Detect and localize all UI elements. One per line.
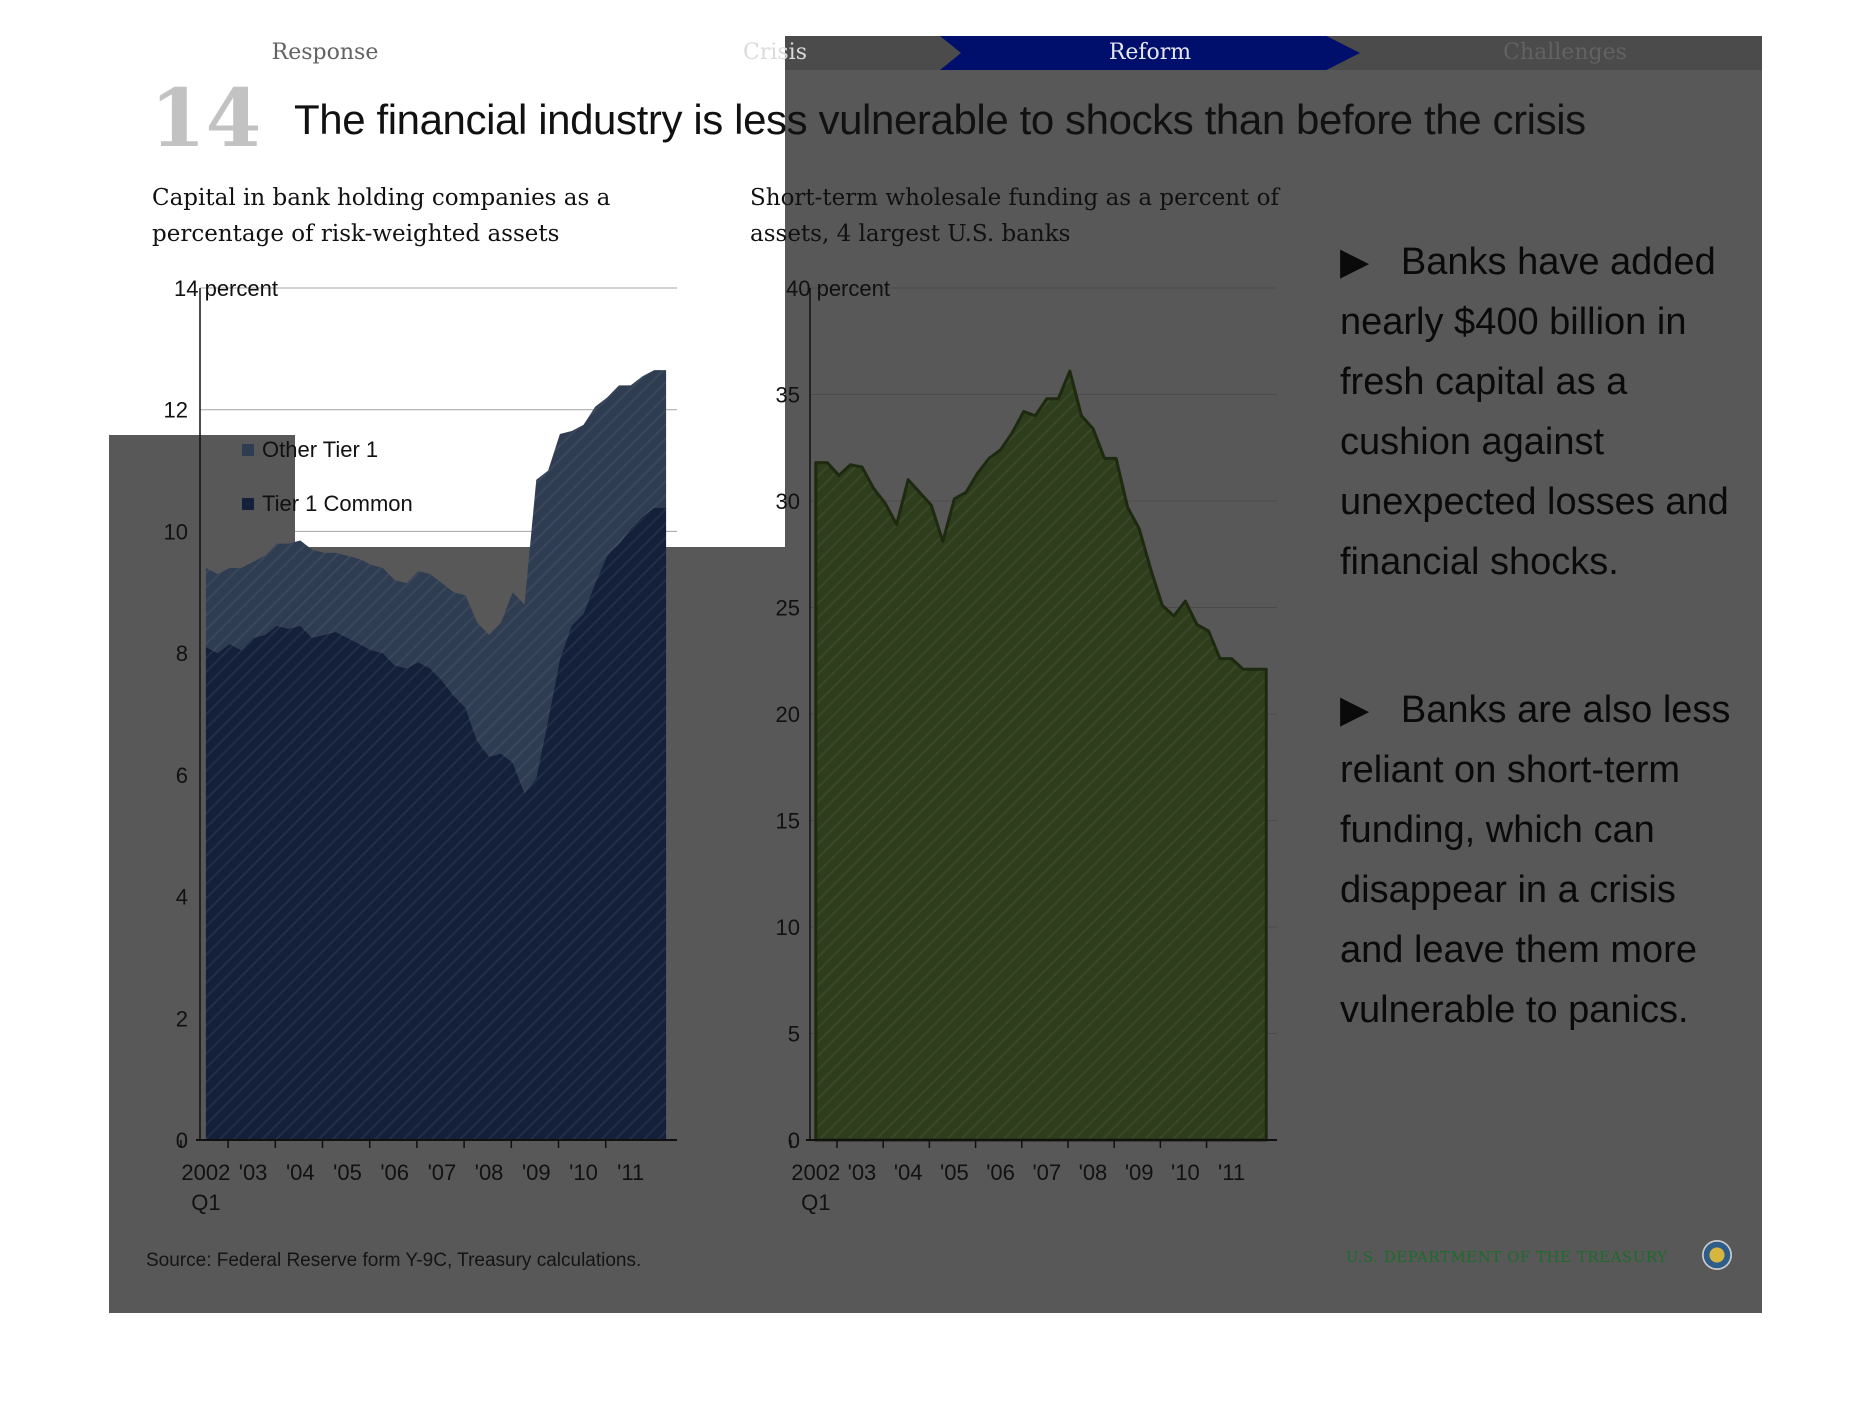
y-tick-label: 10 <box>164 519 188 544</box>
area-series-wholesale-funding <box>814 369 1268 1142</box>
y-tick-label: 12 <box>164 398 188 423</box>
area-series-other-tier-1 <box>205 370 667 794</box>
nav-tab-crisis[interactable]: Crisis <box>742 40 807 65</box>
y-tick-label: 6 <box>176 763 188 788</box>
x-tick-label: '06 <box>380 1160 409 1185</box>
nav-tab-challenges[interactable]: Challenges <box>1503 40 1627 65</box>
legend-label: Tier 1 Common <box>262 491 413 516</box>
y-tick-label: 40 percent <box>786 276 890 301</box>
x-tick-label: '07 <box>428 1160 457 1185</box>
nav-tab-response[interactable]: Response <box>271 40 379 65</box>
y-tick-label: 10 <box>776 915 800 940</box>
x-tick-label: '05 <box>333 1160 362 1185</box>
source-note: Source: Federal Reserve form Y-9C, Treas… <box>146 1250 642 1271</box>
x-tick-label: '03 <box>239 1160 268 1185</box>
y-tick-label: 15 <box>776 809 800 834</box>
x-tick-label: 2002 <box>791 1160 840 1185</box>
x-tick-label: '10 <box>569 1160 598 1185</box>
legend-swatch <box>242 444 254 456</box>
x-tick-label: '11 <box>1218 1160 1245 1185</box>
slide-number: 14 <box>150 71 262 165</box>
y-tick-label: 5 <box>788 1022 800 1047</box>
area-series-tier-1-common <box>205 507 667 1140</box>
bullet-triangle-icon: ▶ <box>1340 241 1401 283</box>
slide-header-background <box>785 36 1762 435</box>
x-tick-label: '04 <box>286 1160 315 1185</box>
y-tick-label: 14 percent <box>174 276 278 301</box>
legend-swatch <box>242 498 254 510</box>
bullet-capital-text: Banks have added nearly $400 billion in … <box>1340 241 1729 583</box>
x-tick-label: '09 <box>522 1160 551 1185</box>
capital-ratio-chart: 0 2 4 6 8 10 12 14 percent 2002 '03 '04 '05 '06 '07 '0… <box>164 276 677 1215</box>
y-tick-label: 20 <box>776 702 800 727</box>
x-tick-label: '11 <box>617 1160 644 1185</box>
bullet-funding-text: Banks are also less reliant on short-ter… <box>1340 689 1731 1031</box>
x-tick-label: '05 <box>940 1160 969 1185</box>
x-tick-label: '09 <box>1125 1160 1154 1185</box>
x-tick-label: '08 <box>1079 1160 1108 1185</box>
x-tick-label: '07 <box>1032 1160 1061 1185</box>
nav-tab-reform[interactable]: Reform <box>940 36 1360 70</box>
x-tick-label: '04 <box>894 1160 923 1185</box>
capital-chart-title: Capital in bank holding companies as a p… <box>152 185 611 247</box>
y-tick-label: 4 <box>176 885 188 910</box>
y-tick-label: 8 <box>176 641 188 666</box>
bullet-capital: ▶ Banks have added nearly $400 billion i… <box>1340 232 1740 592</box>
bullet-triangle-icon: ▶ <box>1340 689 1401 731</box>
x-sub-label: Q1 <box>801 1190 830 1215</box>
y-tick-label: 2 <box>176 1006 188 1031</box>
x-tick-label: '06 <box>986 1160 1015 1185</box>
y-tick-label: 35 <box>776 383 800 408</box>
legend-label: Other Tier 1 <box>262 437 378 462</box>
y-tick-label: 25 <box>776 596 800 621</box>
y-tick-label: 30 <box>776 489 800 514</box>
slide-title: The financial industry is less vulnerabl… <box>294 96 1586 143</box>
x-tick-label: 2002 <box>181 1160 230 1185</box>
x-tick-label: '03 <box>848 1160 877 1185</box>
x-tick-label: '10 <box>1171 1160 1200 1185</box>
treasury-seal-icon <box>1702 1240 1732 1270</box>
y-tick-label: 0 <box>788 1128 800 1153</box>
wholesale-chart-title: Short-term wholesale funding as a percen… <box>750 185 1279 247</box>
treasury-wordmark: U.S. DEPARTMENT OF THE TREASURY <box>1346 1248 1668 1266</box>
x-tick-label: '08 <box>475 1160 504 1185</box>
wholesale-funding-chart: 0 5 10 15 20 25 30 35 40 percent 2002 '03 '04 '05 '06… <box>776 276 1277 1215</box>
bullet-funding: ▶ Banks are also less reliant on short-t… <box>1340 680 1740 1040</box>
x-sub-label: Q1 <box>191 1190 220 1215</box>
y-tick-label: 0 <box>176 1128 188 1153</box>
